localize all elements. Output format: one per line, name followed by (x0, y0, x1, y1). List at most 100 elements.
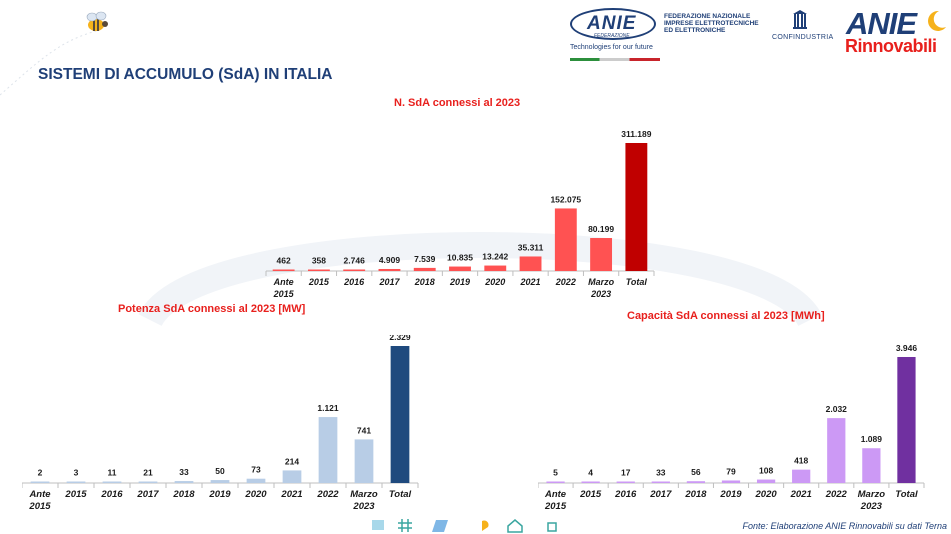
data-label: 2.746 (344, 256, 366, 266)
data-label: 17 (621, 468, 631, 478)
category-label: 2018 (684, 489, 707, 500)
crescent-icon (928, 10, 946, 31)
power-bar-chart: 2Ante20153201511201621201733201850201973… (22, 335, 419, 512)
data-label: 11 (108, 468, 117, 478)
data-label: 21 (143, 468, 153, 478)
bar-2015 (66, 481, 86, 483)
bar-ante-2015 (272, 269, 295, 271)
data-label: 33 (179, 467, 189, 477)
category-label: 2017 (649, 489, 672, 500)
data-label: 5 (553, 468, 558, 478)
category-label: 2023 (590, 289, 611, 299)
category-label: 2015 (273, 289, 295, 299)
confindustria-label: CONFINDUSTRIA (772, 34, 834, 41)
bar-2018 (174, 481, 194, 483)
category-label: Marzo (588, 277, 615, 287)
anie-logo-ellipse (570, 8, 656, 40)
bar-2019 (721, 480, 741, 483)
bar-2020 (756, 479, 776, 483)
bar-total (897, 357, 916, 483)
category-label: Marzo (858, 489, 886, 500)
category-label: 2021 (790, 489, 812, 500)
data-label: 7.539 (414, 254, 436, 264)
rinnovabili-word: Rinnovabili (845, 36, 937, 56)
bar-2022 (318, 417, 338, 483)
bar-2015 (307, 269, 330, 271)
bar-2022 (827, 418, 846, 483)
chart-title-power: Potenza SdA connessi al 2023 [MW] (118, 303, 306, 315)
category-label: 2015 (64, 489, 87, 500)
data-label: 4 (588, 468, 593, 478)
bar-2017 (378, 268, 401, 271)
bar-marzo-2023 (590, 238, 613, 271)
data-label: 2.032 (826, 404, 848, 414)
italian-flag-stripe (570, 58, 660, 61)
category-label: 2015 (308, 277, 330, 287)
category-label: 2015 (28, 501, 51, 512)
category-label: 2022 (316, 489, 339, 500)
federation-text: FEDERAZIONE NAZIONALE IMPRESE ELETTROTEC… (664, 13, 764, 34)
rinnovabili-anie-text: ANIE (846, 6, 917, 41)
page-title: SISTEMI DI ACCUMULO (SdA) IN ITALIA (38, 66, 333, 83)
data-label: 108 (759, 466, 773, 476)
category-label: 2023 (860, 501, 883, 512)
bee-logo-icon (86, 11, 108, 31)
data-label: 56 (691, 467, 701, 477)
data-label: 10.835 (447, 253, 473, 263)
data-label: 80.199 (588, 224, 614, 234)
category-label: 2019 (208, 489, 231, 500)
category-label: 2018 (172, 489, 195, 500)
source-note: Fonte: Elaborazione ANIE Rinnovabili su … (742, 521, 947, 531)
federation-line: FEDERAZIONE NAZIONALE (664, 13, 751, 20)
category-label: Ante (273, 277, 294, 287)
bar-2016 (616, 481, 635, 483)
data-label: 35.311 (518, 242, 544, 252)
data-label: 1.089 (861, 434, 883, 444)
category-label: 2020 (755, 489, 778, 500)
federation-line: ED ELETTRONICHE (664, 27, 726, 34)
data-label: 311.189 (621, 129, 652, 139)
bar-2020 (246, 478, 266, 483)
bar-2016 (102, 481, 122, 483)
data-label: 214 (285, 456, 299, 466)
category-label: Ante (544, 489, 567, 500)
bar-2021 (282, 470, 302, 483)
data-label: 4.909 (379, 255, 401, 265)
category-label: Total (626, 277, 648, 287)
category-label: Total (895, 489, 918, 500)
category-label: 2020 (484, 277, 505, 287)
bottom-decoration-icons (372, 519, 557, 533)
anie-logo: ANIE FEDERAZIONE (570, 6, 660, 62)
tagline: Technologies for our future (570, 44, 653, 51)
data-label: 462 (277, 256, 291, 266)
chart-title-count: N. SdA connessi al 2023 (394, 97, 521, 109)
data-label: 741 (357, 425, 371, 435)
data-label: 3.946 (896, 343, 918, 353)
bar-ante-2015 (30, 481, 50, 483)
category-label: 2019 (449, 277, 470, 287)
data-label: 73 (251, 465, 261, 475)
category-label: 2015 (579, 489, 602, 500)
category-label: 2015 (544, 501, 567, 512)
category-label: 2017 (136, 489, 159, 500)
data-label: 1.121 (317, 403, 339, 413)
count-bar-chart: 462 Ante 2015 358 2015 2.746 2016 4.909 2017 7.53… (265, 129, 655, 299)
category-label: 2021 (520, 277, 541, 287)
anie-logo-subtext: FEDERAZIONE (594, 33, 630, 39)
bar-2021 (792, 469, 811, 483)
category-label: 2017 (378, 277, 400, 287)
bar-2019 (210, 480, 230, 483)
bar-2019 (449, 266, 471, 271)
anie-logo-text: ANIE (587, 13, 637, 34)
category-label: 2018 (414, 277, 435, 287)
bar-2015 (581, 481, 600, 483)
bar-total (390, 346, 410, 483)
chart-title-capacity: Capacità SdA connessi al 2023 [MWh] (627, 310, 825, 322)
bar-2017 (138, 481, 158, 483)
category-label: 2022 (825, 489, 848, 500)
bar-2021 (519, 256, 542, 271)
bar-2018 (413, 267, 436, 271)
category-label: 2021 (280, 489, 302, 500)
bar-marzo-2023 (862, 448, 881, 483)
